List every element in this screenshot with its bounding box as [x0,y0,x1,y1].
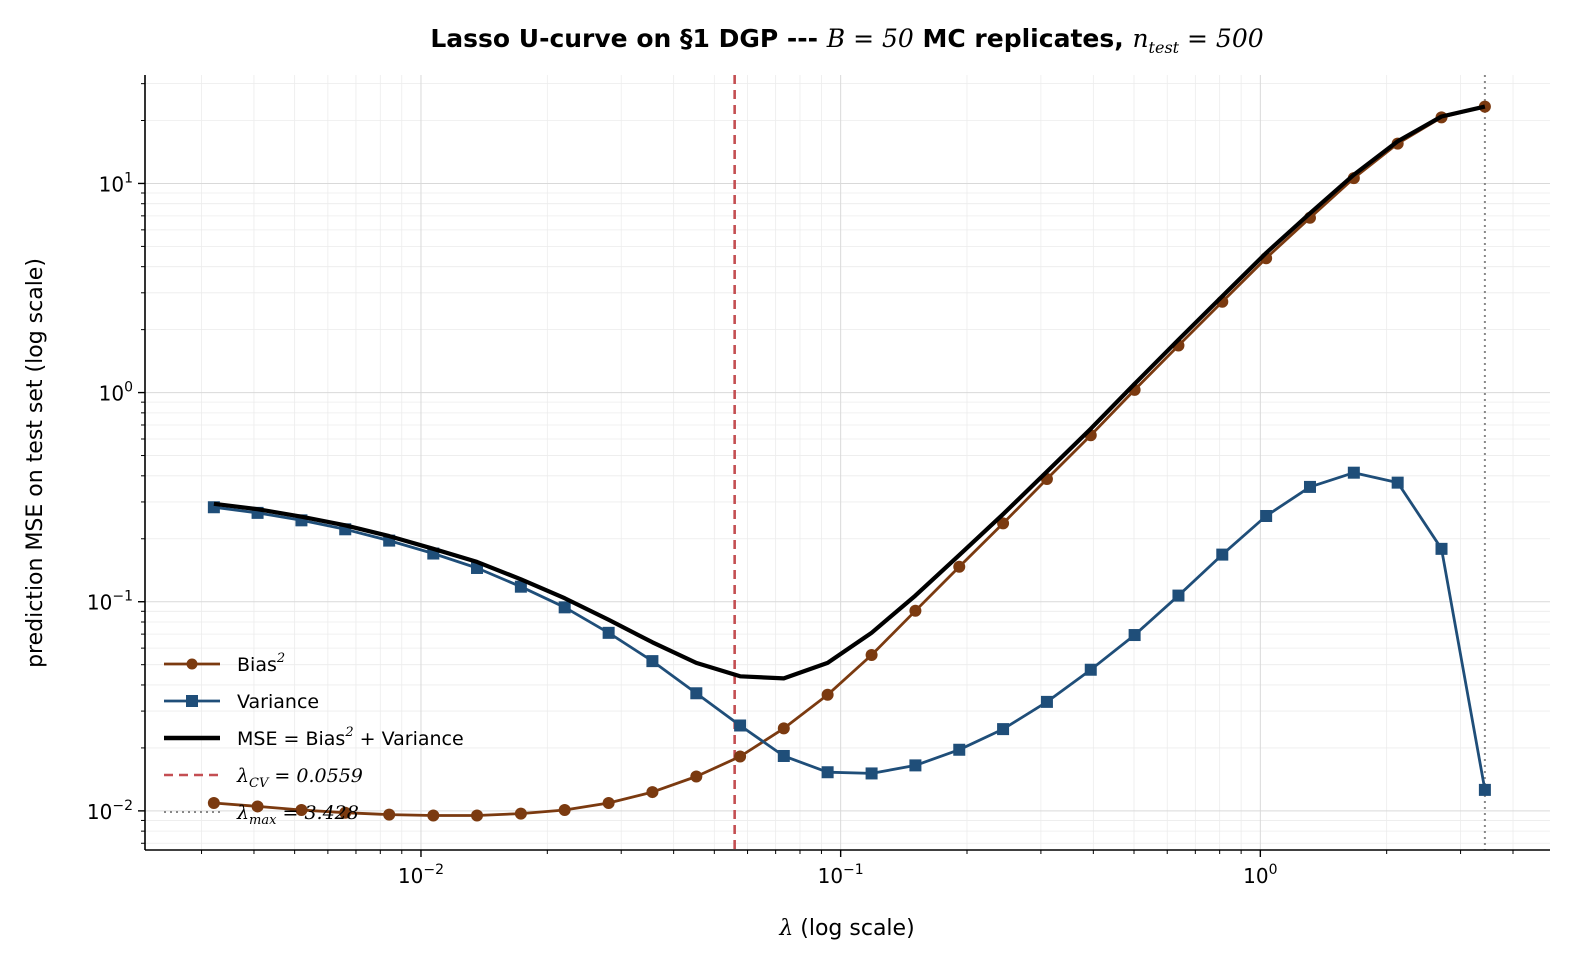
x-tick-label: 100 [1243,862,1277,888]
bias-squared-point [997,517,1010,530]
minor-grid [145,75,1550,850]
variance-point [558,601,571,614]
variance-point [1391,476,1404,489]
bias-squared-point [953,560,966,573]
bias-squared-point [383,808,396,821]
mse-line [213,104,1486,681]
chart-title: Lasso U-curve on §1 DGP --- B = 50 MC re… [430,24,1263,57]
bias-squared-point [690,770,703,783]
y-tick-label: 10−1 [87,589,133,615]
variance-point [1260,509,1273,522]
legend: Bias2 Variance MSE = Bias2 + Variance λC… [164,651,464,828]
bias-squared-point [207,797,220,810]
legend-entry-bias: Bias2 [164,651,285,676]
x-tick-label: 10−2 [398,862,444,888]
bias-squared-point [471,809,484,822]
variance-point [690,687,703,700]
variance-point [734,719,747,732]
variance-point [1128,629,1141,642]
bias-squared-point [777,722,790,735]
variance-point [1435,542,1448,555]
variance-line [213,471,1487,791]
reference-lines [733,75,1486,850]
bias-squared-point [734,750,747,763]
variance-point [1347,466,1360,479]
legend-marker-bias [186,658,198,670]
legend-marker-variance [186,695,198,707]
legend-label-variance: Variance [237,691,319,713]
bias-squared-point [295,803,308,816]
major-grid [145,75,1550,850]
legend-label-lambda-max: λmax = 3.428 [236,802,359,828]
variance-point [514,580,527,593]
variance-point [207,501,220,514]
variance-point [997,723,1010,736]
y-axis-label: prediction MSE on test set (log scale) [23,258,48,668]
variance-point [602,626,615,639]
bias-squared-point [865,649,878,662]
x-tick-label: 10−1 [818,862,864,888]
legend-label-lambda-cv: λCV = 0.0559 [236,765,363,791]
bias-squared-line [213,105,1486,817]
legend-label-mse: MSE = Bias2 + Variance [237,725,464,750]
bias-squared-point [339,806,352,819]
bias-squared-point [909,604,922,617]
variance-point [1040,695,1053,708]
series-layer [207,100,1491,822]
y-tick-label: 101 [99,170,133,196]
axis-ticks: 10−2 10−1 100 10−2 10−1 100 101 [87,83,1514,888]
x-axis-label: λ (log scale) [778,916,914,941]
legend-entry-lambda-cv: λCV = 0.0559 [164,765,363,791]
bias-squared-point [558,803,571,816]
variance-point [1303,480,1316,493]
bias-squared-point [646,786,659,799]
variance-point [1216,548,1229,561]
variance-point [251,506,264,519]
legend-entry-variance: Variance [164,691,319,713]
y-tick-label: 10−2 [87,798,133,824]
variance-point [777,749,790,762]
bias-squared-point [602,797,615,810]
bias-squared-point [821,688,834,701]
variance-point [1172,589,1185,602]
legend-entry-mse: MSE = Bias2 + Variance [164,725,464,750]
variance-point [821,766,834,779]
y-tick-label: 100 [99,380,133,406]
legend-entry-lambda-max: λmax = 3.428 [164,802,359,828]
variance-point [953,743,966,756]
variance-point [865,767,878,780]
bias-squared-point [251,800,264,813]
variance-point [909,759,922,772]
variance-point [646,655,659,668]
variance-point [1084,663,1097,676]
bias-squared-point [427,809,440,822]
variance-point [1478,783,1491,796]
bias-squared-point [514,807,527,820]
legend-label-bias: Bias2 [237,651,285,676]
